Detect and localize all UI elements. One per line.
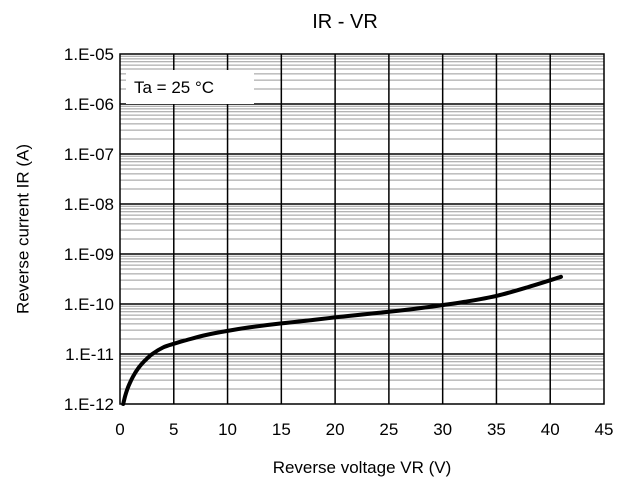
x-tick-label: 5: [169, 420, 178, 439]
y-tick-label: 1.E-10: [64, 295, 114, 314]
y-tick-label: 1.E-05: [64, 45, 114, 64]
x-tick-labels: 0 5 10 15 20 25 30 35 40 45: [115, 420, 613, 439]
x-tick-label: 15: [272, 420, 291, 439]
y-axis-label: Reverse current IR (A): [13, 144, 32, 314]
x-tick-label: 25: [379, 420, 398, 439]
ir-vr-curve: [121, 274, 563, 406]
annotation-box: Ta = 25 °C: [126, 70, 254, 104]
x-tick-label: 40: [541, 420, 560, 439]
plot-frame: [119, 53, 605, 405]
x-axis-label: Reverse voltage VR (V): [273, 458, 452, 477]
x-tick-label: 45: [595, 420, 614, 439]
chart-title: IR - VR: [312, 11, 378, 33]
major-gridlines: [120, 54, 604, 404]
x-tick-label: 30: [433, 420, 452, 439]
y-tick-label: 1.E-07: [64, 145, 114, 164]
annotation-background: [126, 70, 254, 104]
y-tick-label: 1.E-08: [64, 195, 114, 214]
x-tick-label: 35: [487, 420, 506, 439]
y-tick-labels: 1.E-12 1.E-11 1.E-10 1.E-09 1.E-08 1.E-07 1.E-…: [64, 45, 114, 414]
y-tick-label: 1.E-06: [64, 95, 114, 114]
x-tick-label: 20: [326, 420, 345, 439]
y-tick-label: 1.E-09: [64, 245, 114, 264]
x-tick-label: 0: [115, 420, 124, 439]
y-tick-label: 1.E-11: [65, 345, 114, 364]
x-tick-label: 10: [218, 420, 237, 439]
annotation-text: Ta = 25 °C: [134, 78, 214, 97]
y-tick-label: 1.E-12: [64, 395, 114, 414]
